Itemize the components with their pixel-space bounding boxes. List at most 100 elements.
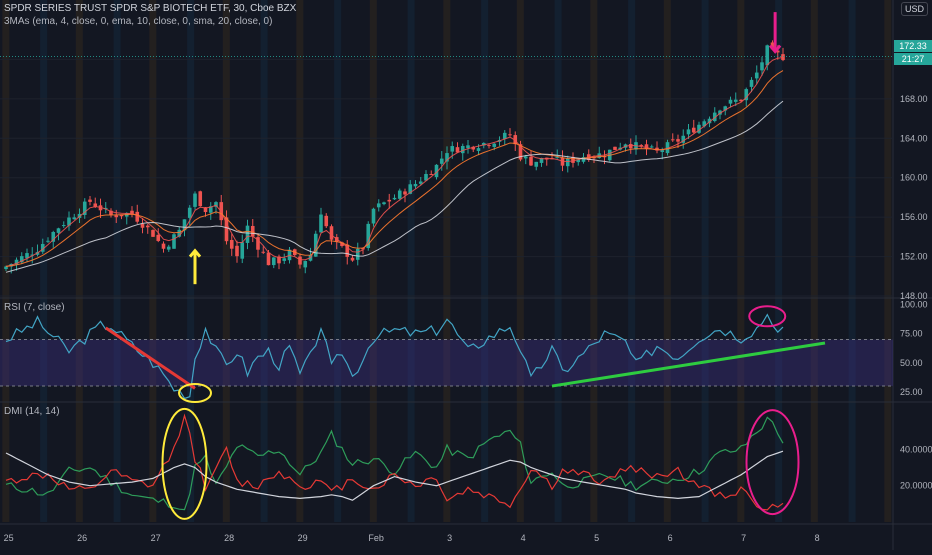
candle-body (445, 153, 449, 162)
candle-body (649, 146, 654, 148)
candle-body (93, 203, 98, 207)
candle-body (392, 197, 397, 200)
session-shade (222, 0, 230, 522)
candle-body (382, 202, 386, 205)
candle-body (130, 210, 134, 214)
time-tick-label: 3 (447, 533, 452, 543)
candle-body (371, 208, 376, 224)
candle-body (429, 174, 434, 176)
candle-body (408, 184, 413, 194)
rsi-yellow-circle (178, 383, 212, 404)
candle-body (639, 145, 644, 147)
candle-body (109, 210, 113, 215)
time-tick-label: 26 (77, 533, 87, 543)
candle-body (686, 129, 691, 135)
candle-body (340, 242, 344, 247)
candle-body (303, 261, 308, 268)
price-tick-label: 160.00 (900, 173, 928, 183)
session-shade (810, 0, 818, 522)
candle-body (135, 211, 140, 222)
session-shade (2, 0, 10, 522)
price-tick-label: 164.00 (900, 133, 928, 143)
candle-body (235, 245, 239, 257)
session-shade (334, 0, 342, 522)
price-tick-label: 148.00 (900, 291, 928, 301)
session-shade (75, 0, 83, 522)
price-tick-label: 156.00 (900, 212, 928, 222)
candle-body (114, 215, 119, 218)
candle-body (177, 229, 182, 237)
candle-body (313, 233, 318, 257)
candle-body (329, 226, 334, 240)
candle-body (187, 207, 192, 218)
candle-body (592, 157, 596, 159)
candle-body (198, 191, 203, 207)
time-tick-label: 5 (594, 533, 599, 543)
candle-body (471, 146, 476, 150)
candle-body (82, 201, 87, 215)
rsi-red-trendline (104, 326, 196, 390)
rsi-tick-label: 25.00 (900, 387, 923, 397)
candle-body (481, 142, 486, 146)
rsi-tick-label: 75.00 (900, 329, 923, 339)
candle-body (718, 110, 722, 115)
candle-body (256, 237, 260, 250)
session-shade (149, 0, 157, 522)
candle-body (434, 164, 439, 178)
candle-body (555, 156, 560, 158)
candle-body (760, 62, 764, 71)
dmi-magenta-ellipse (745, 409, 800, 516)
candle-body (754, 72, 759, 79)
candle-body (103, 207, 108, 209)
candle-body (628, 144, 633, 149)
session-shade (775, 0, 783, 522)
price-tick-label: 168.00 (900, 94, 928, 104)
dmi-minus-line (5, 413, 784, 511)
time-tick-label: 27 (151, 533, 161, 543)
candle-body (261, 251, 266, 253)
candle-body (119, 214, 124, 217)
candle-body (203, 207, 208, 213)
session-shade (663, 0, 671, 522)
currency-button[interactable]: USD (900, 2, 928, 16)
candle-body (345, 244, 350, 257)
candle-body (749, 79, 754, 87)
candle-body (613, 146, 617, 150)
dmi-tick-label: 40.0000 (900, 444, 932, 454)
candle-body (660, 150, 665, 153)
candle-body (565, 158, 570, 167)
candle-body (4, 266, 8, 270)
candle-body (88, 199, 92, 202)
candle-body (460, 145, 465, 154)
last-price-tag: 172.33 (894, 40, 932, 52)
up-arrow-icon-head (188, 248, 202, 258)
candle-body (40, 243, 45, 252)
candle-body (366, 223, 371, 249)
time-tick-label: 7 (741, 533, 746, 543)
candle-body (161, 243, 166, 249)
rsi-band (0, 339, 893, 387)
candle-body (455, 147, 460, 153)
session-shade (701, 0, 709, 522)
candle-body (140, 223, 145, 228)
candle-body (51, 232, 56, 242)
ema10-line (5, 70, 784, 267)
candle-body (224, 217, 229, 242)
candle-body (702, 121, 707, 127)
candle-body (775, 50, 780, 53)
candle-body (240, 242, 245, 259)
candle-body (602, 156, 607, 158)
time-tick-label: 6 (668, 533, 673, 543)
dmi-plus-line (5, 416, 784, 511)
candle-body (476, 148, 481, 151)
time-tick-label: Feb (368, 533, 384, 543)
candle-body (277, 256, 281, 264)
candle-body (424, 173, 428, 181)
rsi-magenta-circle (748, 305, 787, 328)
candle-body (539, 157, 544, 163)
candle-body (765, 45, 770, 66)
time-tick-label: 8 (815, 533, 820, 543)
candle-body (350, 257, 355, 261)
